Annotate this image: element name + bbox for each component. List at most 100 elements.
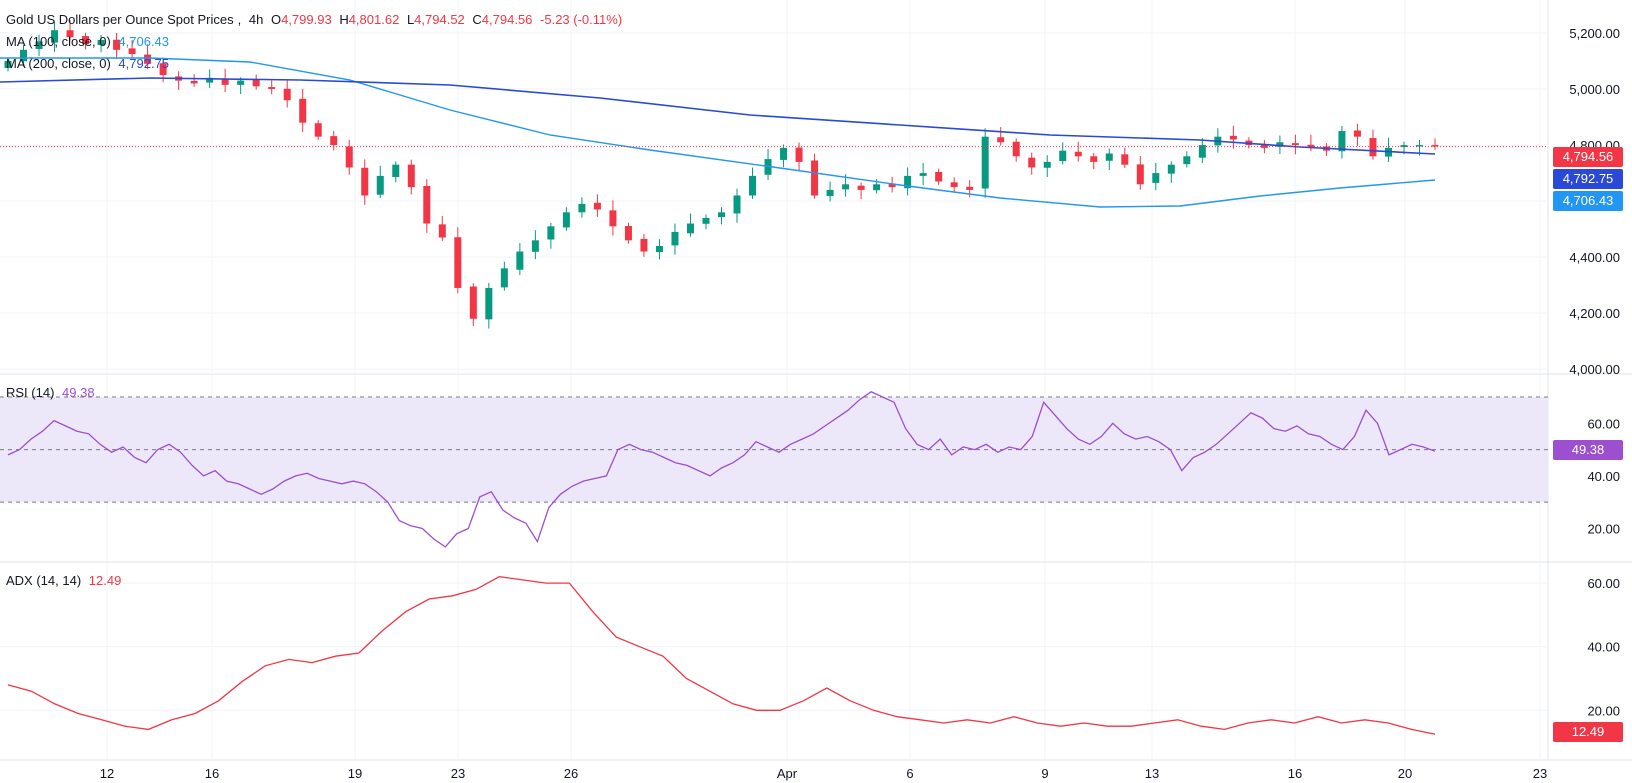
candle-body (655, 245, 663, 253)
x-tick-label: 16 (1288, 766, 1302, 781)
candle-body (4, 61, 12, 69)
ma100-label: MA (100, close, 0) (6, 34, 111, 49)
adx-tick-label: 20.00 (1587, 703, 1620, 718)
ma100-value: 4,706.43 (118, 34, 170, 49)
candle-body (1105, 153, 1113, 161)
candle-body (1307, 144, 1315, 148)
ma200-price-tag: 4,792.75 (1553, 169, 1623, 189)
x-tick-label: 6 (906, 766, 913, 781)
candle-body (857, 185, 865, 190)
candle-body (950, 182, 958, 188)
rsi-line (7, 391, 1436, 548)
candle-body (252, 79, 260, 87)
price-tick-label: 5,000.00 (1569, 82, 1620, 97)
candle-body (454, 237, 462, 288)
candle-body (686, 223, 694, 234)
x-tick-label: Apr (777, 766, 798, 781)
candle-body (981, 136, 989, 189)
candle-body (702, 217, 710, 224)
candle-body (1369, 138, 1377, 157)
adx-tick-label: 40.00 (1587, 640, 1620, 655)
candle-body (20, 49, 28, 62)
candle-body (376, 175, 384, 195)
candle-body (330, 136, 338, 146)
price-tick-label: 5,200.00 (1569, 26, 1620, 41)
candle-body (97, 40, 105, 46)
candle-body (407, 164, 415, 188)
ma200-label: MA (200, close, 0) (6, 56, 111, 71)
candle-body (593, 202, 601, 210)
candle-body (1012, 141, 1020, 157)
x-tick-label: 13 (1145, 766, 1159, 781)
x-tick-label: 12 (100, 766, 114, 781)
rsi-label: RSI (14) (6, 385, 55, 400)
adx-line (7, 576, 1436, 735)
x-tick-label: 23 (451, 766, 465, 781)
rsi-tick-label: 20.00 (1587, 521, 1620, 536)
rsi-value-tag: 49.38 (1553, 440, 1623, 460)
candle-body (749, 175, 757, 196)
candle-body (268, 87, 276, 90)
candle-body (1136, 164, 1144, 185)
x-tick-label: 9 (1041, 766, 1048, 781)
low-label: L (406, 12, 415, 27)
ma200-value: 4,792.75 (118, 56, 170, 71)
candle-body (361, 167, 369, 196)
price-tick-label: 4,400.00 (1569, 250, 1620, 265)
x-tick-label: 19 (348, 766, 362, 781)
candle-body (671, 231, 679, 246)
candle-body (1121, 154, 1129, 165)
candle-body (1260, 145, 1268, 148)
candle-body (82, 36, 90, 45)
adx-tick-label: 60.00 (1587, 576, 1620, 591)
x-tick-label: 23 (1533, 766, 1547, 781)
candle-body (128, 48, 136, 55)
close-price-tag: 4,794.56 (1553, 147, 1623, 167)
candle-body (1276, 142, 1284, 147)
open-value: 4,799.93 (281, 12, 332, 27)
high-value: 4,801.62 (348, 12, 400, 27)
close-value: 4,794.56 (481, 12, 533, 27)
candle-body (842, 184, 850, 190)
candle-body (1167, 164, 1175, 174)
candle-body (206, 77, 214, 83)
candle-body (888, 183, 896, 188)
candle-body (578, 203, 586, 213)
candle-body (1028, 157, 1036, 168)
adx-value: 12.49 (88, 573, 122, 588)
ma200-legend: MA (200, close, 0) 4,792.75 (6, 56, 173, 71)
candle-body (919, 173, 927, 176)
candle-body (500, 268, 508, 288)
candle-body (144, 54, 152, 64)
candle-body (624, 226, 632, 241)
candle-body (299, 98, 307, 123)
candle-body (237, 80, 245, 85)
candle-body (1431, 145, 1439, 147)
candle-body (811, 160, 819, 196)
candle-body (1353, 130, 1361, 137)
candle-body (423, 185, 431, 224)
price-tick-label: 4,200.00 (1569, 306, 1620, 321)
interval-label: 4h (248, 12, 264, 27)
candle-body (1198, 145, 1206, 158)
candle-body (1152, 173, 1160, 183)
candle-body (1291, 143, 1299, 146)
close-label: C (472, 12, 482, 27)
low-value: 4,794.52 (414, 12, 465, 27)
candle-body (1090, 156, 1098, 162)
adx-value-tag: 12.49 (1553, 722, 1623, 742)
candle-body (392, 164, 400, 178)
candle-body (795, 147, 803, 162)
x-tick-label: 26 (564, 766, 578, 781)
rsi-legend: RSI (14) 49.38 (6, 385, 99, 400)
candle-body (733, 195, 741, 214)
candle-body (997, 137, 1005, 143)
rsi-tick-label: 60.00 (1587, 416, 1620, 431)
header-legend: Gold US Dollars per Ounce Spot Prices, 4… (6, 12, 623, 27)
candle-body (1229, 135, 1237, 140)
candle-body (438, 224, 446, 238)
ma100-price-tag: 4,706.43 (1553, 191, 1623, 211)
candles-group (4, 20, 1439, 329)
candle-body (1400, 145, 1408, 148)
